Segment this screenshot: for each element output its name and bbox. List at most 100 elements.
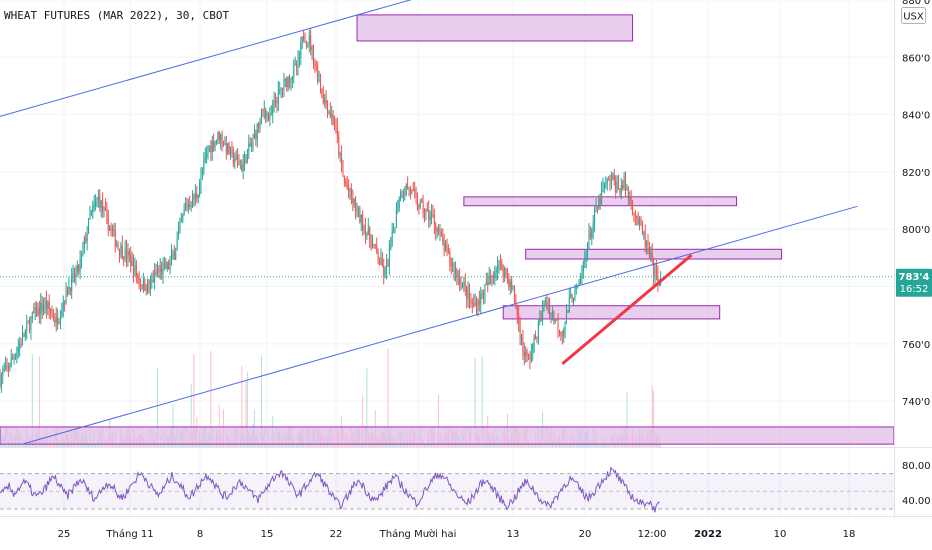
candle-body[interactable]	[24, 330, 26, 337]
candle-body[interactable]	[270, 113, 272, 115]
candle-body[interactable]	[539, 318, 541, 322]
candle-body[interactable]	[549, 306, 551, 316]
candle-body[interactable]	[401, 191, 403, 198]
candle-body[interactable]	[585, 257, 587, 259]
candle-body[interactable]	[289, 76, 291, 83]
candle-body[interactable]	[182, 214, 184, 221]
candle-body[interactable]	[79, 259, 81, 272]
candle-body[interactable]	[349, 188, 351, 193]
candle-body[interactable]	[321, 89, 323, 95]
candle-body[interactable]	[525, 351, 527, 357]
candle-body[interactable]	[34, 307, 36, 314]
candle-body[interactable]	[199, 185, 201, 196]
candle-body[interactable]	[291, 76, 293, 80]
candle-body[interactable]	[90, 211, 92, 216]
candle-body[interactable]	[528, 354, 530, 358]
candle-body[interactable]	[297, 59, 299, 69]
candle-body[interactable]	[426, 209, 428, 210]
candle-body[interactable]	[474, 302, 476, 306]
candle-body[interactable]	[400, 191, 402, 199]
candle-body[interactable]	[381, 258, 383, 267]
candle-body[interactable]	[246, 150, 248, 164]
candle-body[interactable]	[135, 265, 137, 276]
candle-body[interactable]	[439, 232, 441, 233]
candle-body[interactable]	[151, 279, 153, 281]
candle-body[interactable]	[166, 262, 168, 269]
candle-body[interactable]	[449, 252, 451, 262]
candle-body[interactable]	[71, 275, 73, 292]
candle-body[interactable]	[325, 99, 327, 105]
candle-body[interactable]	[37, 307, 39, 317]
candle-body[interactable]	[290, 79, 292, 83]
candle-body[interactable]	[314, 63, 316, 65]
candle-body[interactable]	[599, 198, 601, 203]
candle-body[interactable]	[509, 281, 511, 287]
candle-body[interactable]	[245, 154, 247, 164]
candle-body[interactable]	[110, 227, 112, 229]
candle-body[interactable]	[553, 312, 555, 323]
candle-body[interactable]	[155, 271, 157, 275]
candle-body[interactable]	[231, 147, 233, 151]
candle-body[interactable]	[587, 244, 589, 258]
candle-body[interactable]	[370, 239, 372, 249]
candle-body[interactable]	[107, 214, 109, 231]
candle-body[interactable]	[128, 251, 130, 256]
candle-body[interactable]	[189, 204, 191, 207]
candle-body[interactable]	[23, 333, 25, 337]
candle-body[interactable]	[550, 312, 552, 316]
candle-body[interactable]	[379, 261, 381, 264]
candle-body[interactable]	[602, 187, 604, 191]
candle-body[interactable]	[324, 99, 326, 104]
candle-body[interactable]	[522, 336, 524, 353]
candle-body[interactable]	[617, 182, 619, 189]
candle-body[interactable]	[169, 260, 171, 270]
candle-body[interactable]	[477, 300, 479, 310]
candle-body[interactable]	[452, 264, 454, 266]
candle-body[interactable]	[501, 261, 503, 271]
candle-body[interactable]	[464, 282, 466, 287]
candle-body[interactable]	[88, 218, 90, 233]
candle-body[interactable]	[654, 269, 656, 276]
candle-body[interactable]	[601, 190, 603, 203]
candle-body[interactable]	[526, 351, 528, 355]
candle-body[interactable]	[571, 294, 573, 302]
candle-body[interactable]	[565, 310, 567, 322]
candle-body[interactable]	[362, 214, 364, 231]
candle-body[interactable]	[131, 260, 133, 266]
candle-body[interactable]	[428, 209, 430, 220]
candle-body[interactable]	[83, 238, 85, 247]
candle-body[interactable]	[438, 229, 440, 233]
candle-body[interactable]	[62, 302, 64, 310]
candle-body[interactable]	[311, 46, 313, 51]
candle-body[interactable]	[488, 275, 490, 285]
candle-body[interactable]	[533, 335, 535, 345]
candle-body[interactable]	[33, 312, 35, 314]
candle-body[interactable]	[421, 201, 423, 202]
candle-body[interactable]	[580, 279, 582, 281]
candle-body[interactable]	[293, 65, 295, 77]
candle-body[interactable]	[558, 330, 560, 332]
candle-body[interactable]	[206, 151, 208, 158]
candle-body[interactable]	[148, 281, 150, 288]
candle-body[interactable]	[3, 369, 5, 372]
candle-body[interactable]	[588, 232, 590, 245]
candle-body[interactable]	[114, 230, 116, 247]
candle-body[interactable]	[172, 253, 174, 255]
candle-body[interactable]	[258, 123, 260, 127]
candle-body[interactable]	[529, 357, 531, 361]
candle-body[interactable]	[43, 306, 45, 311]
candle-body[interactable]	[383, 266, 385, 275]
candle-body[interactable]	[578, 279, 580, 286]
candle-body[interactable]	[190, 205, 192, 207]
candle-body[interactable]	[468, 289, 470, 301]
candle-body[interactable]	[20, 343, 22, 345]
candle-body[interactable]	[394, 227, 396, 230]
candle-body[interactable]	[215, 139, 217, 142]
candle-body[interactable]	[563, 332, 565, 336]
candle-body[interactable]	[327, 104, 329, 114]
candle-body[interactable]	[130, 255, 132, 266]
candle-body[interactable]	[210, 145, 212, 153]
candle-body[interactable]	[644, 232, 646, 247]
candle-body[interactable]	[183, 209, 185, 215]
candle-body[interactable]	[141, 286, 143, 290]
